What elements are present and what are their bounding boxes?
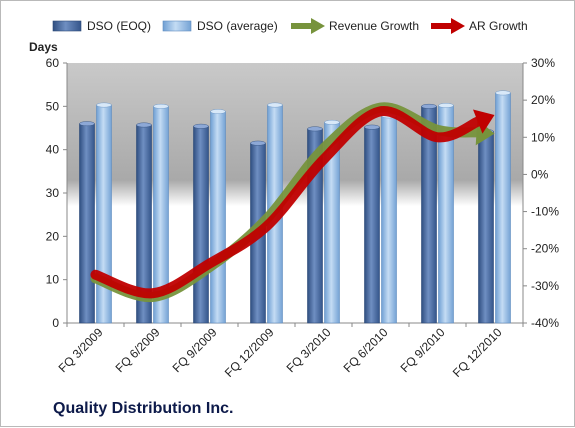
bar-dso-eoq [193, 125, 209, 324]
y-tick-label: 50 [46, 99, 60, 113]
bar-cap-dso-average [153, 103, 169, 109]
y-tick-label: 60 [46, 56, 60, 70]
bar-cap-dso-average [438, 103, 454, 108]
y2-tick-label: -10% [531, 205, 559, 219]
y2-tick-label: 30% [531, 56, 555, 70]
ar-growth-line [90, 106, 483, 299]
legend-ar-growth-swatch-head [451, 18, 465, 34]
legend: DSO (EOQ) DSO (average) Revenue Growth AR G… [52, 18, 528, 34]
bar-cap-dso-eoq [136, 122, 152, 128]
bar-dso-average [210, 111, 226, 324]
y2-tick-label: -30% [531, 279, 559, 293]
bar-dso-eoq [478, 131, 494, 324]
x-tick-label: FQ 12/2009 [222, 325, 277, 380]
bar-cap-dso-eoq [307, 126, 323, 132]
y2-tick-label: 0% [531, 167, 549, 181]
legend-dso-eoq-swatch [52, 20, 82, 32]
legend-dso-eoq-label: DSO (EOQ) [87, 19, 151, 33]
company-title: Quality Distribution Inc. [53, 400, 234, 417]
bar-cap-dso-eoq [364, 124, 380, 130]
legend-dso-average-label: DSO (average) [197, 19, 278, 33]
bar-cap-dso-eoq [250, 140, 266, 146]
y2-tick-label: -20% [531, 242, 559, 256]
growth-lines [90, 102, 495, 303]
bar-cap-dso-average [267, 102, 283, 108]
x-tick-label: FQ 6/2009 [113, 325, 163, 375]
bar-dso-eoq [79, 123, 95, 324]
bar-dso-average [96, 104, 112, 324]
x-tick-label: FQ 6/2010 [341, 325, 391, 375]
bar-cap-dso-eoq [193, 123, 209, 129]
legend-revenue-growth-label: Revenue Growth [329, 19, 419, 33]
y2-tick-label: 10% [531, 130, 555, 144]
legend-revenue-growth-swatch-head [311, 18, 325, 34]
y-tick-label: 40 [46, 143, 60, 157]
x-tick-label: FQ 9/2009 [170, 325, 220, 375]
y-tick-label: 10 [46, 273, 60, 287]
bar-cap-dso-average [210, 109, 226, 114]
bar-cap-dso-eoq [421, 103, 437, 109]
y-tick-label: 30 [46, 186, 60, 200]
ar-growth-arrowhead [473, 109, 495, 134]
y2-tick-label: -40% [531, 316, 559, 330]
legend-dso-average-swatch [162, 20, 192, 32]
x-tick-label: FQ 12/2010 [450, 325, 505, 380]
bar-cap-dso-average [495, 90, 511, 96]
bar-cap-dso-average [96, 102, 112, 108]
bar-dso-average [495, 92, 511, 324]
y-axis-label: Days [29, 40, 58, 54]
bar-cap-dso-average [324, 119, 340, 125]
y-tick-label: 0 [52, 316, 59, 330]
y2-tick-label: 20% [531, 93, 555, 107]
bar-cap-dso-eoq [79, 121, 95, 127]
bar-dso-average [381, 115, 397, 324]
bar-dso-eoq [364, 126, 380, 324]
x-tick-label: FQ 3/2009 [56, 325, 106, 375]
x-tick-label: FQ 3/2010 [284, 325, 334, 375]
legend-ar-growth-label: AR Growth [469, 19, 528, 33]
y-tick-label: 20 [46, 229, 60, 243]
x-tick-label: FQ 9/2010 [398, 325, 448, 375]
